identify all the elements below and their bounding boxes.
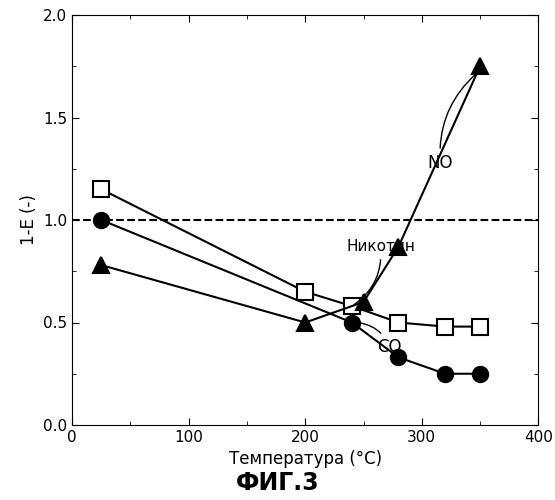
Text: NO: NO	[428, 74, 476, 172]
Text: CO: CO	[359, 323, 402, 356]
Text: ФИГ.3: ФИГ.3	[236, 471, 319, 495]
Text: Никотин: Никотин	[346, 239, 415, 304]
Y-axis label: 1-E (-): 1-E (-)	[19, 194, 38, 246]
X-axis label: Температура (°C): Температура (°C)	[229, 450, 382, 468]
